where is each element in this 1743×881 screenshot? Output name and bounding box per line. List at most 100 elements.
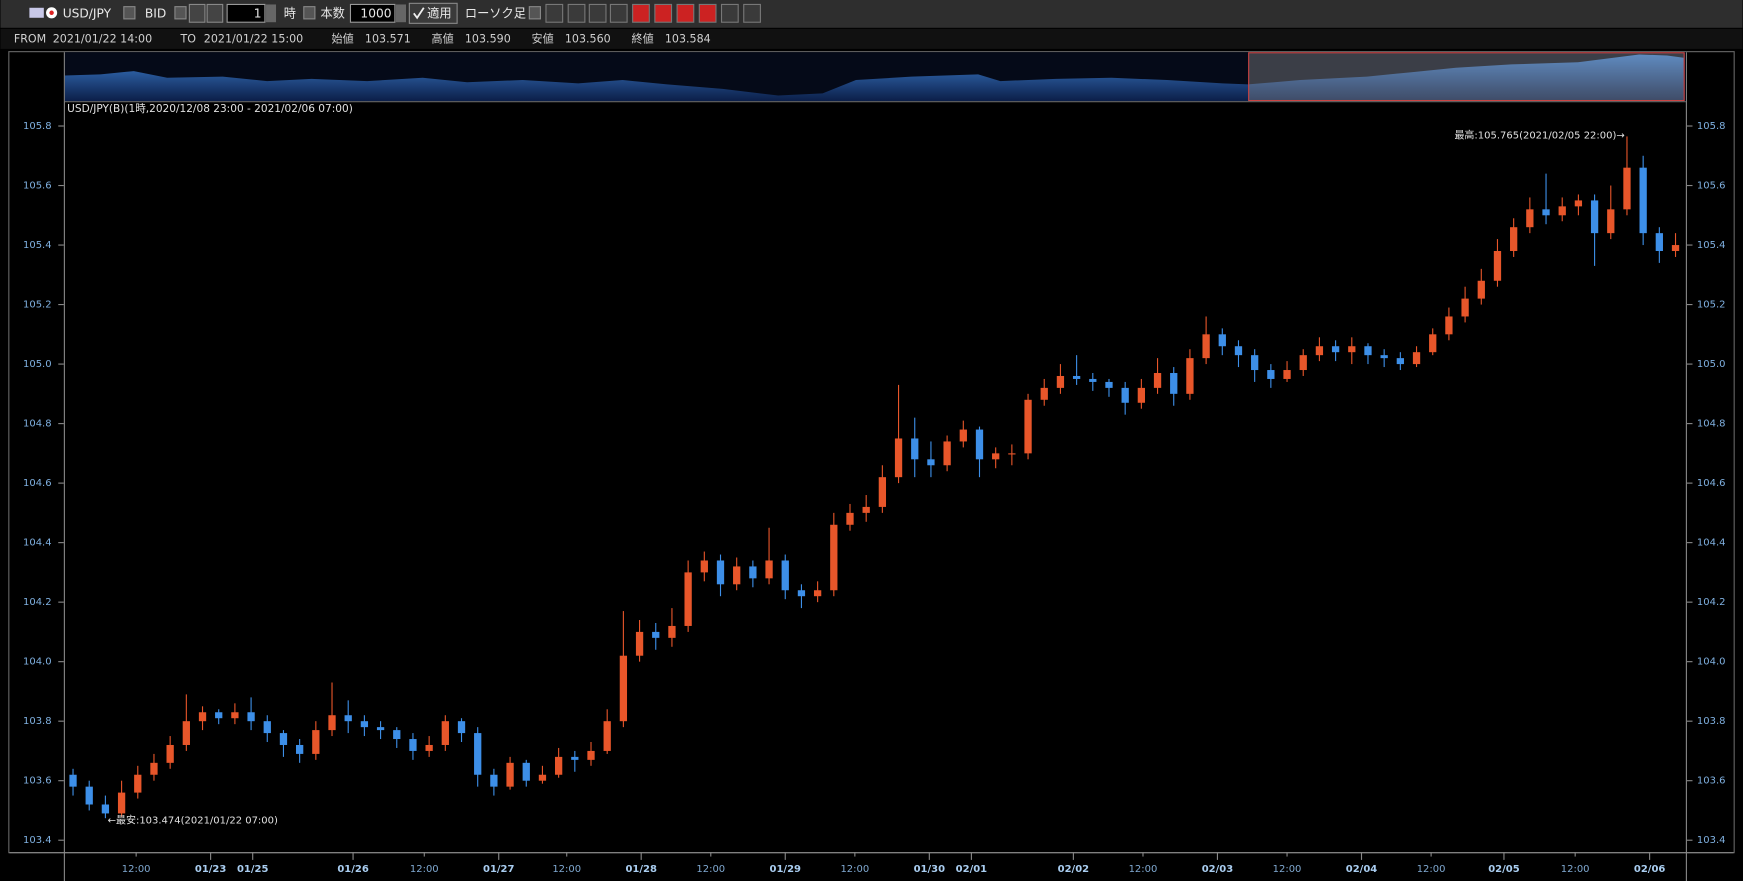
navigator-window[interactable]	[1248, 52, 1685, 102]
info-value: 2021/01/22 15:00	[204, 32, 303, 45]
y-tick-label: 104.0	[1697, 657, 1726, 668]
x-tick-label: 01/25	[237, 864, 268, 875]
info-label: 高値	[432, 31, 454, 45]
candle-body	[1348, 346, 1356, 353]
candle-body	[1412, 352, 1421, 365]
info-value: 103.584	[665, 32, 711, 45]
info-label: TO	[179, 32, 196, 45]
y-tick-label: 104.6	[1697, 478, 1726, 489]
y-tick-label: 103.4	[23, 835, 52, 846]
candle-body	[441, 721, 449, 745]
spinner[interactable]	[266, 4, 277, 23]
candle-body	[1590, 200, 1599, 234]
y-tick-label: 104.8	[1697, 419, 1726, 430]
count-label: 本数	[320, 5, 344, 20]
m1-button[interactable]	[188, 3, 206, 23]
candle-body	[587, 750, 595, 760]
chart-frame	[8, 51, 1735, 854]
candle-body	[927, 459, 935, 466]
candle-body	[1558, 206, 1566, 216]
candle-body	[781, 560, 789, 591]
candle-body	[571, 756, 579, 760]
dropdown[interactable]	[174, 6, 187, 20]
candle-body	[1671, 245, 1680, 252]
x-tick-label: 02/04	[1346, 864, 1377, 875]
dropdown[interactable]	[303, 6, 316, 20]
candle-body	[1461, 298, 1469, 317]
tool-button[interactable]	[743, 3, 761, 23]
chart-kind[interactable]: ローソク足	[465, 6, 526, 20]
count-input[interactable]	[349, 3, 396, 23]
y-tick-label: 105.0	[23, 359, 52, 370]
y-tick-label: 103.6	[23, 776, 52, 787]
candle-body	[409, 739, 417, 751]
x-tick-label: 02/06	[1634, 864, 1665, 875]
m2-button[interactable]	[206, 3, 224, 23]
candle-body	[69, 774, 77, 787]
candle-body	[1089, 378, 1097, 382]
candle-body	[85, 786, 93, 805]
navigator[interactable]	[64, 52, 1686, 103]
x-tick-label: 12:00	[552, 864, 581, 875]
candle-body	[1542, 209, 1550, 216]
candle-body	[1380, 355, 1388, 359]
x-tick-label: 12:00	[840, 864, 869, 875]
info-value: 103.571	[365, 32, 411, 45]
candle-body	[603, 721, 611, 751]
x-tick-label: 12:00	[122, 864, 151, 875]
candle-body	[1267, 370, 1275, 379]
symbol[interactable]: USD/JPY	[63, 6, 112, 20]
candle-body	[1655, 233, 1663, 252]
tool-button[interactable]	[720, 3, 739, 23]
y-tick-label: 105.8	[23, 121, 52, 132]
high-annotation: 最高:105.765(2021/02/05 22:00)→	[1454, 128, 1624, 141]
tool-button[interactable]	[654, 3, 673, 23]
tool-button[interactable]	[632, 3, 650, 23]
y-tick-label: 104.2	[23, 597, 52, 608]
candle-body	[652, 631, 660, 638]
candle-body	[1331, 346, 1340, 353]
y-tick-label: 105.2	[1697, 300, 1726, 311]
candle-body	[1251, 355, 1259, 371]
candle-body	[1121, 387, 1129, 403]
candle-body	[1526, 209, 1534, 228]
candle-body	[360, 721, 369, 728]
tool-button[interactable]	[609, 3, 628, 23]
flag-icon	[29, 7, 44, 18]
apply[interactable]: 適用	[427, 5, 451, 20]
check-icon	[413, 7, 425, 20]
x-tick-label: 12:00	[410, 864, 439, 875]
tool-button[interactable]	[567, 3, 586, 23]
tool-button[interactable]	[545, 3, 564, 23]
tool-button[interactable]	[698, 3, 717, 23]
candle-body	[150, 762, 158, 775]
x-tick-label: 02/03	[1202, 864, 1233, 875]
info-label: FROM	[14, 32, 46, 45]
candle-body	[1283, 370, 1291, 379]
candle-body	[1493, 251, 1502, 281]
dropdown[interactable]	[528, 6, 541, 20]
apply-button[interactable]	[408, 2, 458, 24]
y-tick-label: 104.4	[23, 538, 52, 549]
candle-body	[878, 477, 887, 507]
candle-body	[830, 524, 838, 591]
period-input[interactable]	[226, 3, 266, 23]
spinner[interactable]	[396, 4, 407, 23]
candle-body	[959, 429, 967, 442]
tool-button[interactable]	[676, 3, 695, 23]
dropdown[interactable]	[123, 6, 136, 20]
tool-button[interactable]	[588, 3, 607, 23]
candle-body	[1510, 227, 1518, 252]
candle-body	[1315, 346, 1324, 356]
period: 1	[254, 6, 262, 20]
x-tick-label: 02/01	[956, 864, 987, 875]
side[interactable]: BID	[145, 6, 166, 20]
candle-body	[975, 429, 984, 460]
info-value: 103.590	[465, 32, 511, 45]
y-tick-label: 103.8	[23, 716, 52, 727]
x-tick-label: 01/29	[770, 864, 801, 875]
candle-body	[1396, 358, 1404, 365]
y-tick-label: 105.0	[1697, 359, 1726, 370]
x-tick-label: 01/23	[195, 864, 226, 875]
